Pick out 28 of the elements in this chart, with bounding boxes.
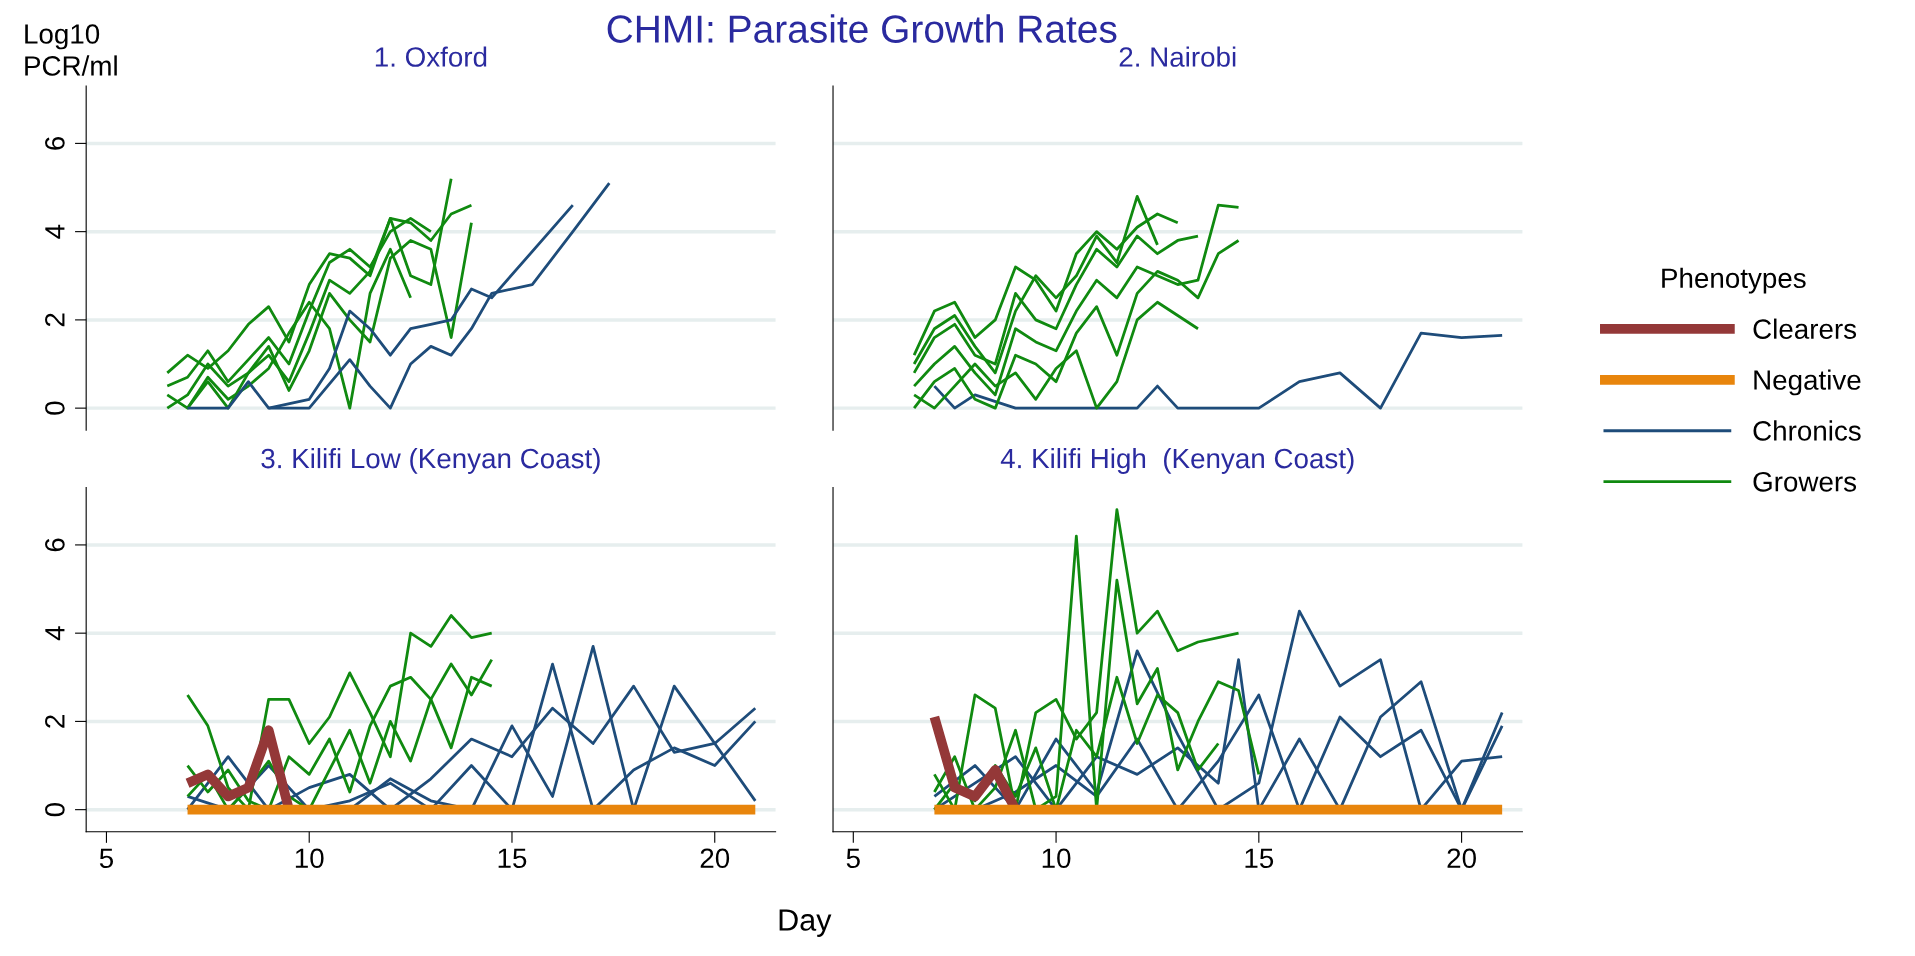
y-tick-label: 0 <box>45 401 65 415</box>
legend-label: Clearers <box>1753 318 1857 339</box>
chart-title: 3. Kilifi Low (Kenyan Coast) <box>261 447 600 474</box>
y-tick-label: 2 <box>45 313 65 327</box>
legend-label: Growers <box>1753 471 1857 492</box>
x-tick-label: 10 <box>1042 848 1071 869</box>
text: CHMI: Parasite Growth Rates <box>607 14 1117 43</box>
y-tick-label: 4 <box>45 626 65 641</box>
y-tick-label: 4 <box>45 224 65 239</box>
x-tick-label: 20 <box>700 848 730 869</box>
legend-label: Negative <box>1754 369 1861 396</box>
x-tick-label: 5 <box>99 848 114 869</box>
chart-title: 4. Kilifi High (Kenyan Coast) <box>1000 447 1354 474</box>
y-tick-label: 2 <box>45 715 65 728</box>
x-axis-title: Day <box>779 909 832 937</box>
y-tick-label: 6 <box>45 136 65 150</box>
x-tick-label: 10 <box>295 848 324 869</box>
chart-title: 1. Oxford <box>375 46 487 67</box>
y-tick-label: 0 <box>45 803 65 817</box>
chart-title: 2. Nairobi <box>1119 46 1236 67</box>
x-tick-label: 20 <box>1447 848 1476 869</box>
x-tick-label: 5 <box>846 848 860 869</box>
y-axis-title: Log10 PCR/ml <box>25 24 117 76</box>
x-tick-label: 15 <box>498 848 527 869</box>
legend-title: Phenotypes <box>1662 267 1806 294</box>
x-tick-label: 15 <box>1245 848 1274 869</box>
y-tick-label: 6 <box>45 538 65 552</box>
legend-label: Chronics <box>1753 420 1861 441</box>
